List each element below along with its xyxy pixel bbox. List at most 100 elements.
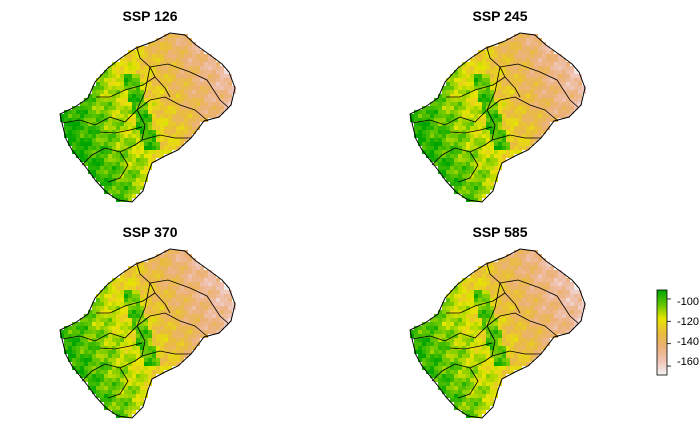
raster-cell [124,190,128,194]
raster-cell [454,74,458,78]
raster-cell [474,58,478,62]
raster-cell [164,54,168,58]
raster-cell [116,342,120,346]
raster-cell [502,146,506,150]
raster-cell [204,318,208,322]
raster-cell [188,122,192,126]
raster-cell [128,162,132,166]
raster-cell [454,142,458,146]
raster-cell [180,142,184,146]
raster-cell [510,130,514,134]
raster-cell [474,334,478,338]
raster-cell [570,298,574,302]
raster-cell [514,334,518,338]
raster-cell [192,306,196,310]
raster-cell [466,174,470,178]
raster-cell [188,298,192,302]
raster-cell [462,94,466,98]
raster-cell [132,146,136,150]
raster-cell [462,66,466,70]
raster-cell [454,118,458,122]
raster-cell [156,86,160,90]
raster-cell [438,314,442,318]
raster-cell [124,82,128,86]
raster-cell [212,318,216,322]
raster-cell [482,366,486,370]
raster-cell [120,354,124,358]
raster-cell [88,98,92,102]
raster-cell [502,138,506,142]
raster-cell [506,50,510,54]
raster-cell [104,290,108,294]
raster-cell [490,314,494,318]
raster-cell [168,358,172,362]
raster-cell [96,118,100,122]
raster-cell [450,158,454,162]
raster-cell [450,102,454,106]
raster-cell [510,366,514,370]
raster-cell [510,270,514,274]
raster-cell [156,94,160,98]
raster-cell [490,174,494,178]
raster-cell [164,142,168,146]
raster-cell [112,86,116,90]
raster-cell [558,66,562,70]
raster-cell [466,186,470,190]
raster-cell [514,142,518,146]
raster-cell [558,98,562,102]
district-border [486,312,559,338]
raster-cell [542,50,546,54]
raster-cell [474,278,478,282]
raster-cell [466,310,470,314]
raster-cell [462,102,466,106]
raster-cell [172,290,176,294]
raster-cell [466,70,470,74]
raster-cell [172,330,176,334]
raster-cell [160,298,164,302]
raster-cell [200,82,204,86]
raster-cell [164,90,168,94]
raster-cell [422,146,426,150]
raster-cell [104,94,108,98]
raster-cell [470,382,474,386]
raster-cell [136,382,140,386]
raster-cell [112,398,116,402]
raster-cell [462,146,466,150]
raster-cell [478,70,482,74]
raster-cell [216,78,220,82]
raster-cell [466,286,470,290]
raster-cell [446,394,450,398]
raster-cell [84,134,88,138]
raster-cell [502,338,506,342]
raster-cell [172,66,176,70]
raster-cell [172,318,176,322]
raster-cell [224,82,228,86]
raster-cell [96,330,100,334]
raster-cell [140,170,144,174]
raster-cell [538,130,542,134]
raster-cell [438,146,442,150]
raster-cell [88,126,92,130]
raster-cell [462,106,466,110]
raster-cell [466,142,470,146]
raster-cell [446,354,450,358]
raster-cell [108,158,112,162]
raster-cell [60,114,64,118]
raster-cell [164,258,168,262]
raster-cell [168,54,172,58]
raster-cell [510,350,514,354]
raster-cell [100,170,104,174]
raster-cell [60,334,64,338]
raster-cell [212,70,216,74]
raster-cell [550,110,554,114]
raster-cell [470,394,474,398]
raster-cell [442,350,446,354]
raster-cell [478,322,482,326]
raster-cell [478,134,482,138]
raster-cell [498,310,502,314]
raster-cell [430,154,434,158]
raster-cell [184,330,188,334]
raster-cell [104,114,108,118]
raster-cell [136,370,140,374]
raster-cell [494,278,498,282]
